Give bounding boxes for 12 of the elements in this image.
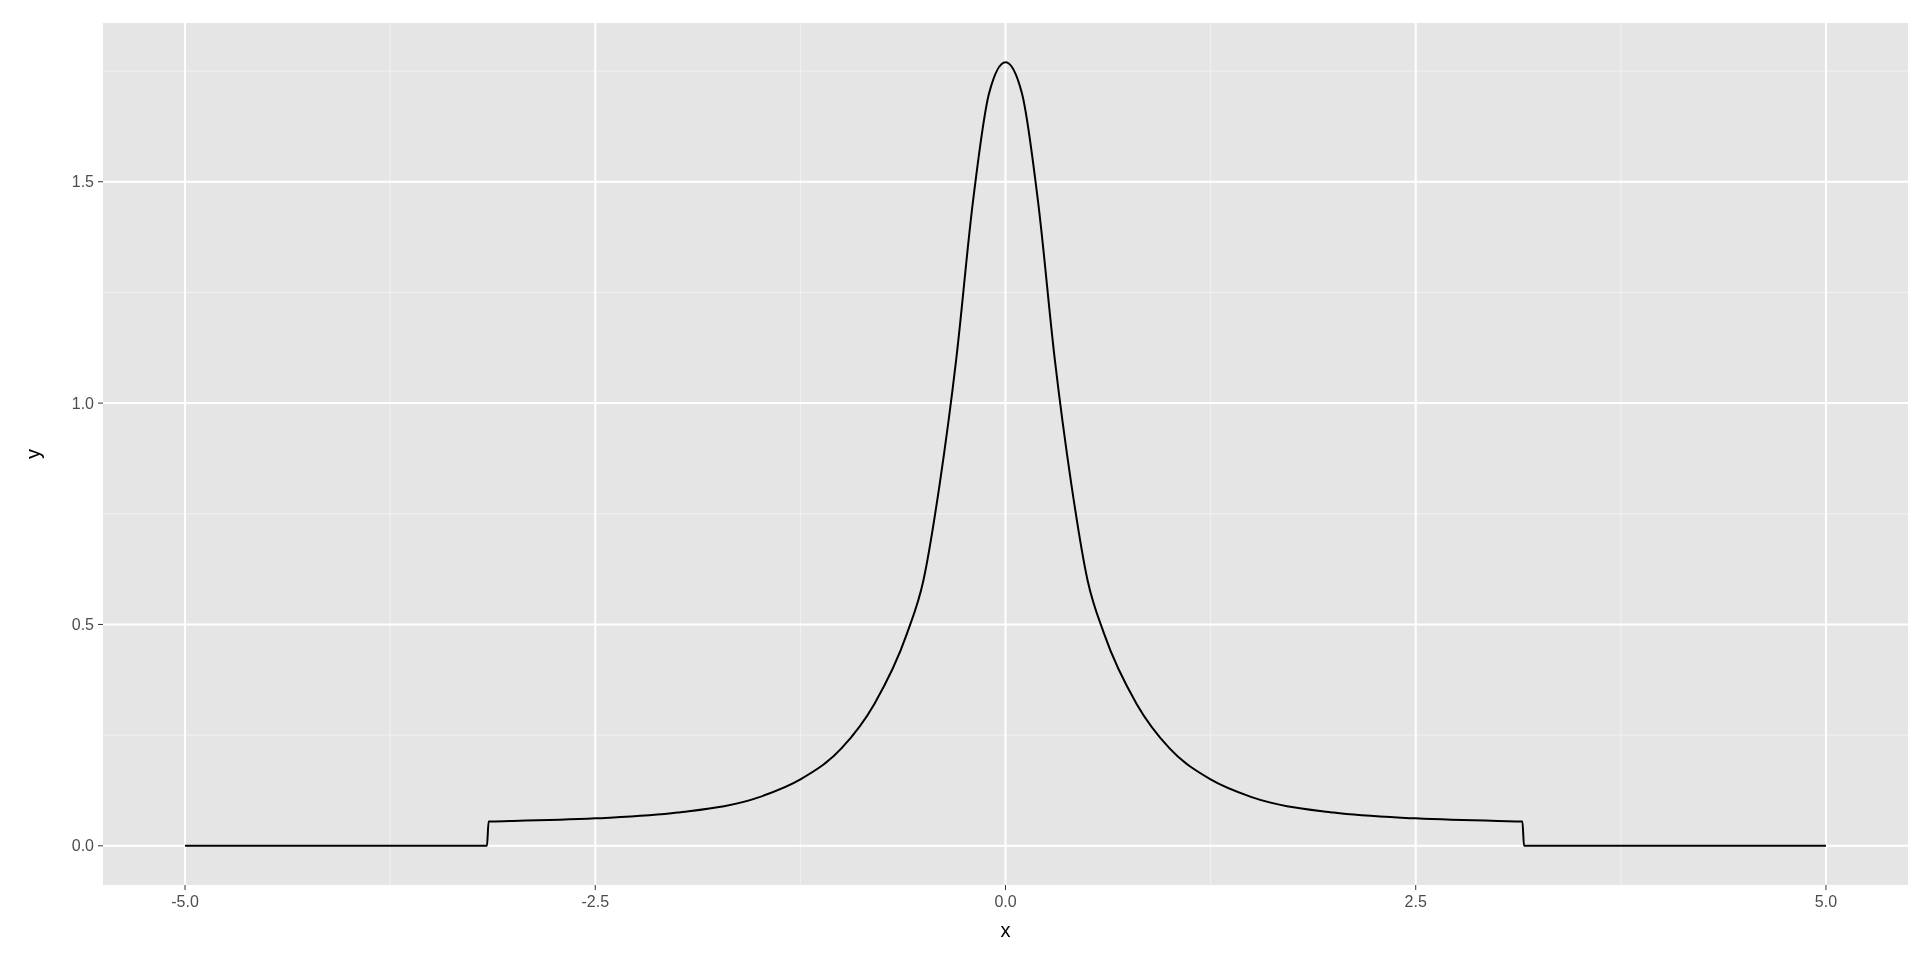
x-tick-label: 5.0 bbox=[1814, 893, 1838, 910]
x-tick-label: -5.0 bbox=[171, 893, 199, 910]
y-axis-title: y bbox=[22, 449, 44, 459]
x-tick-label: 2.5 bbox=[1404, 893, 1427, 910]
line-series bbox=[184, 61, 1827, 847]
x-axis-title: x bbox=[1000, 919, 1011, 941]
y-tick-label: 0.5 bbox=[71, 616, 95, 634]
y-tick-label: 1.0 bbox=[71, 394, 95, 412]
x-tick-label: 0.0 bbox=[994, 893, 1017, 910]
y-tick-label: 0.0 bbox=[71, 837, 95, 855]
y-tick-label: 1.5 bbox=[71, 173, 95, 191]
x-tick-label: -2.5 bbox=[581, 893, 610, 910]
